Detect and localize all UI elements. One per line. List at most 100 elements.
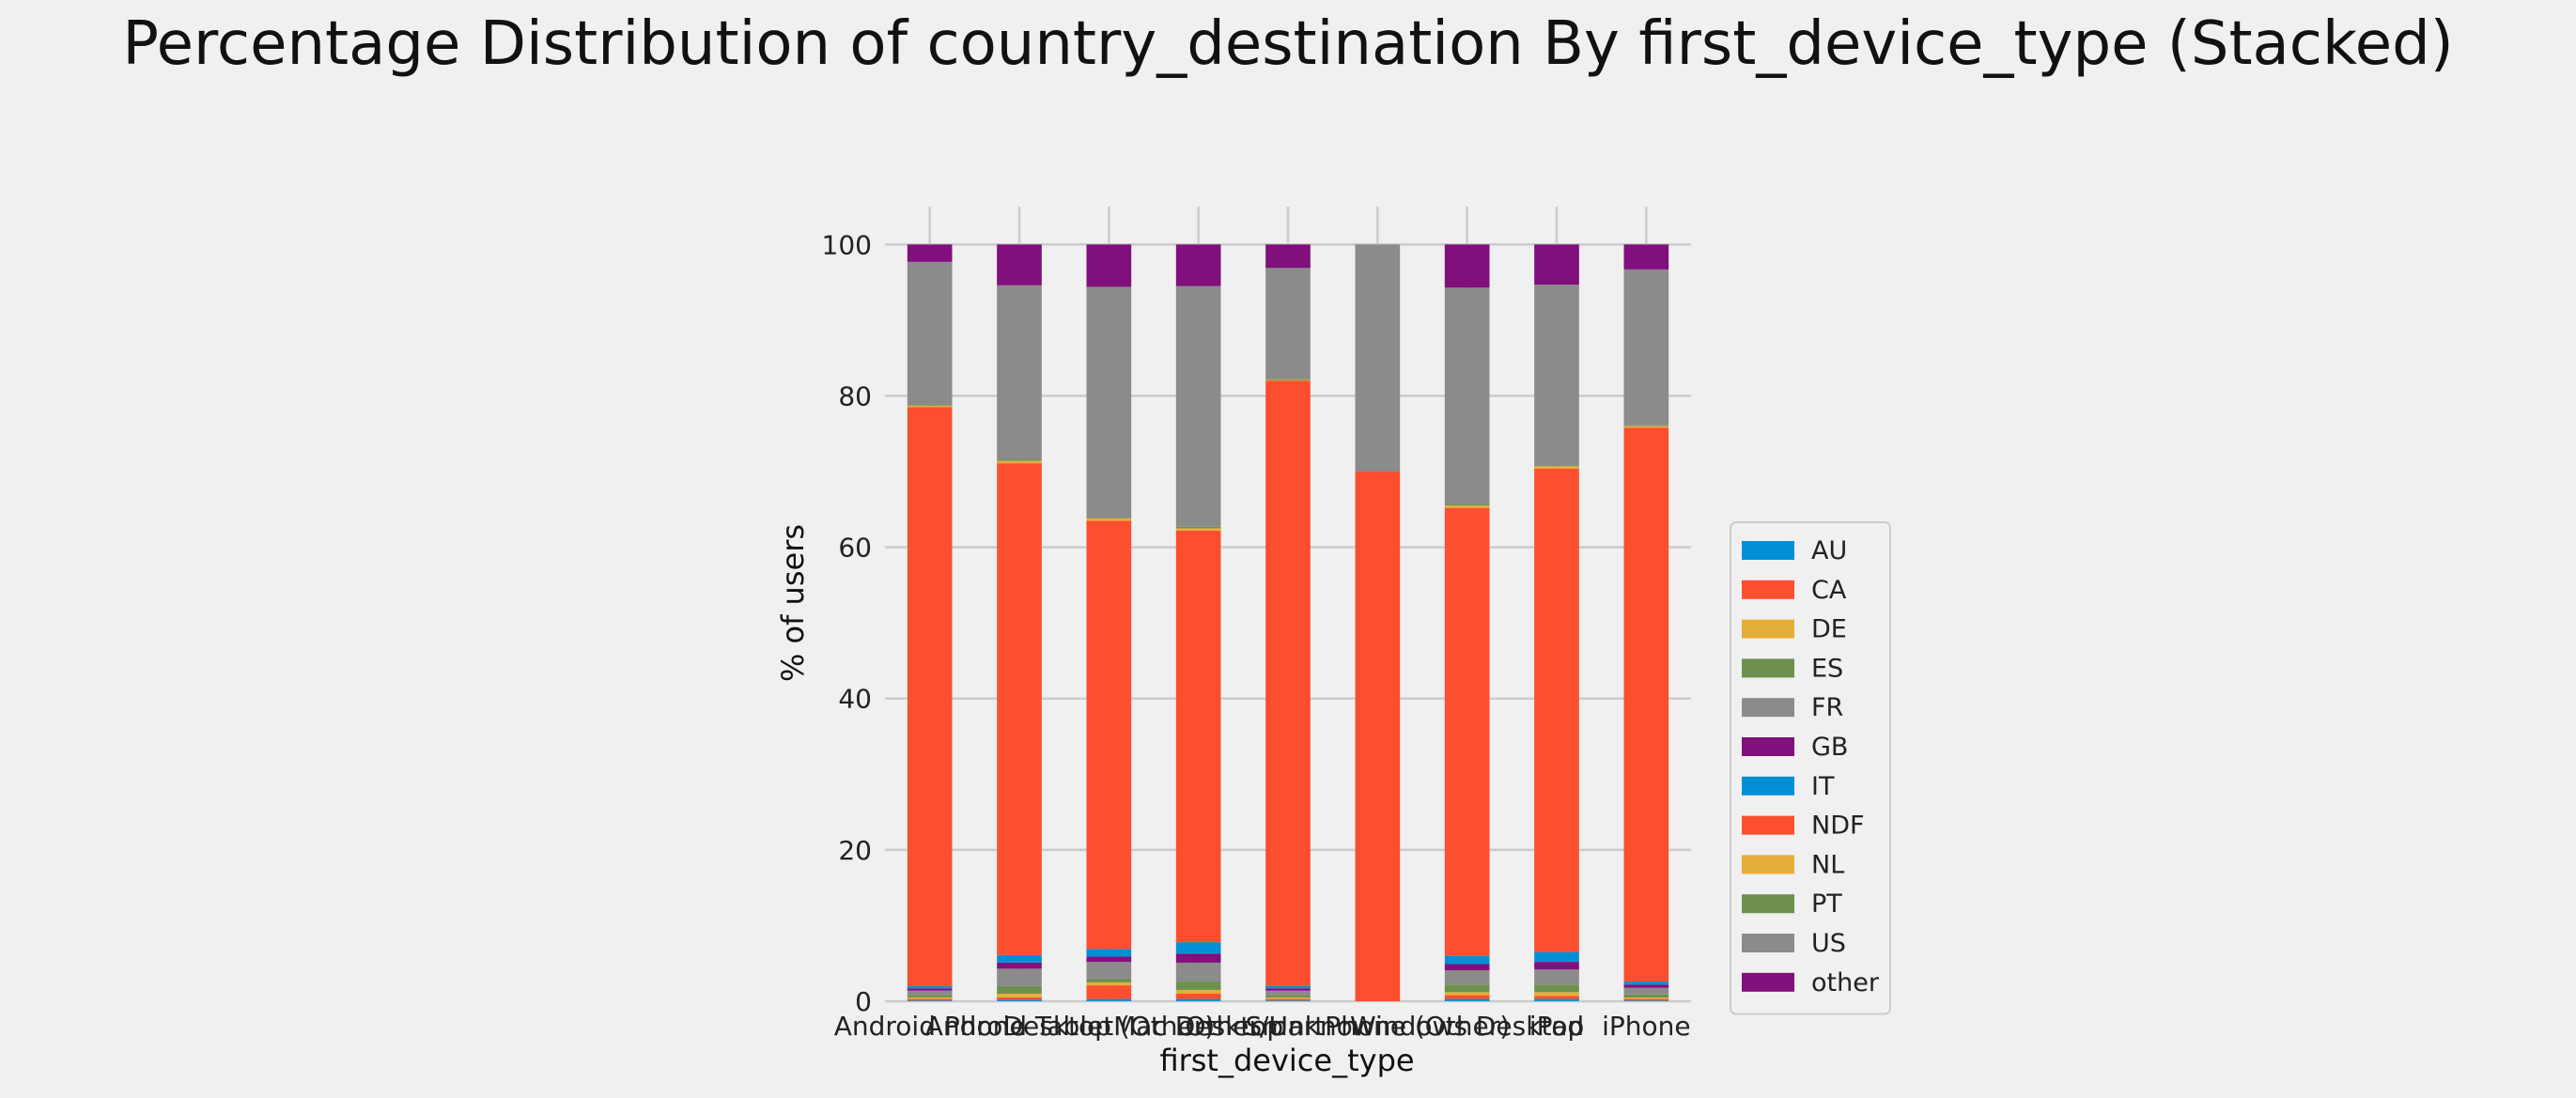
bar-segment: [1175, 530, 1221, 943]
bars: [907, 244, 1669, 1001]
legend-label: FR: [1811, 693, 1843, 722]
bar-segment: [1175, 982, 1221, 990]
bar-segment: [1265, 379, 1311, 380]
legend-swatch: [1742, 580, 1794, 599]
bar-segment: [997, 993, 1042, 997]
legend-frame: [1730, 521, 1891, 1015]
bar-segment: [1623, 998, 1669, 1001]
bar-segment: [1444, 505, 1490, 508]
bar-segment: [907, 985, 953, 989]
bar-segment: [1623, 425, 1669, 426]
x-axis-label: first_device_type: [1159, 1043, 1414, 1078]
bar-segment: [1086, 949, 1132, 957]
bar-segment: [1444, 995, 1490, 999]
bar-segment: [907, 407, 953, 986]
bar-segment: [1623, 994, 1669, 997]
x-tick-label: Other/Unknown: [1186, 1011, 1391, 1042]
bar-segment: [997, 968, 1042, 986]
bar-segment: [1623, 425, 1669, 428]
bar-segment: [1534, 992, 1579, 997]
bar-segment: [1444, 287, 1490, 504]
legend-swatch: [1742, 894, 1794, 914]
bar-segment: [997, 954, 1042, 963]
legend-label: NL: [1811, 850, 1844, 879]
legend-swatch: [1742, 737, 1794, 756]
x-tick-label: Android Phone: [834, 1011, 1026, 1042]
bar-segment: [1265, 988, 1311, 991]
y-tick-label: 40: [838, 684, 872, 715]
bar-segment: [907, 1000, 953, 1001]
bar-segment: [997, 460, 1042, 464]
bar-segment: [1175, 962, 1221, 982]
bar-segment: [1355, 472, 1401, 1001]
bar-segment: [1175, 244, 1221, 286]
bar-segment: [1086, 286, 1132, 518]
bar-segment: [1534, 996, 1579, 999]
bar-segment: [1444, 998, 1490, 1001]
bar-segment: [1534, 984, 1579, 993]
legend-swatch: [1742, 658, 1794, 678]
bar-segment: [1534, 962, 1579, 970]
bar-segment: [1534, 284, 1579, 466]
bar-segment: [1265, 985, 1311, 989]
bar-segment: [1086, 244, 1132, 287]
bar-segment: [997, 985, 1042, 994]
bar-segment: [907, 997, 953, 999]
bar-segment: [997, 244, 1042, 286]
bar-segment: [997, 285, 1042, 460]
bar-segment: [907, 405, 953, 408]
legend-label: CA: [1811, 576, 1847, 605]
bar-segment: [997, 962, 1042, 969]
bar-segment: [1086, 998, 1132, 1001]
bar-segment: [1534, 244, 1579, 285]
legend-label: other: [1811, 968, 1880, 997]
legend-swatch: [1742, 934, 1794, 952]
bar-segment: [1623, 984, 1669, 988]
bar-segment: [1534, 951, 1579, 963]
bar-segment: [1623, 269, 1669, 425]
bar-segment: [1444, 503, 1490, 506]
bar-segment: [907, 261, 953, 406]
y-tick-label: 20: [838, 835, 872, 866]
bar-segment: [1623, 244, 1669, 270]
bar-segment: [1444, 244, 1490, 288]
bar-segment: [1265, 379, 1311, 381]
bar-segment: [1623, 1000, 1669, 1001]
bar-segment: [1265, 1000, 1311, 1001]
legend-swatch: [1742, 541, 1794, 560]
bar-segment: [1086, 518, 1132, 521]
legend-swatch: [1742, 776, 1794, 796]
bar-segment: [1265, 990, 1311, 996]
bar-segment: [907, 405, 953, 406]
bar-segment: [907, 998, 953, 1001]
bar-segment: [1175, 993, 1221, 999]
bar-segment: [1265, 997, 1311, 999]
legend-swatch: [1742, 972, 1794, 992]
chart-title: Percentage Distribution of country_desti…: [122, 9, 2454, 79]
bar-segment: [1623, 982, 1669, 985]
y-tick-label: 80: [838, 380, 872, 411]
y-axis-label: % of users: [775, 524, 811, 682]
legend-label: AU: [1811, 536, 1847, 565]
bar-segment: [1265, 268, 1311, 379]
legend-label: GB: [1811, 733, 1848, 762]
bar-segment: [1534, 466, 1579, 469]
bar-segment: [1534, 969, 1579, 985]
x-tick-label: Desktop (Other): [1002, 1011, 1215, 1042]
bar-segment: [1534, 998, 1579, 1001]
bar-segment: [907, 995, 953, 997]
bar-segment: [1623, 987, 1669, 995]
bar-segment: [1086, 520, 1132, 950]
x-tick-label: SmartPhone (Other): [1245, 1011, 1510, 1042]
bar-segment: [1086, 962, 1132, 979]
bar-segment: [1444, 992, 1490, 996]
legend-label: PT: [1811, 889, 1842, 919]
bar-segment: [1265, 244, 1311, 269]
bar-segment: [1355, 244, 1401, 472]
bar-segment: [1623, 997, 1669, 999]
bar-segment: [1086, 985, 1132, 999]
bar-segment: [907, 244, 953, 262]
x-tick-label: Android Tablet: [925, 1011, 1114, 1042]
bar-segment: [1444, 969, 1490, 985]
